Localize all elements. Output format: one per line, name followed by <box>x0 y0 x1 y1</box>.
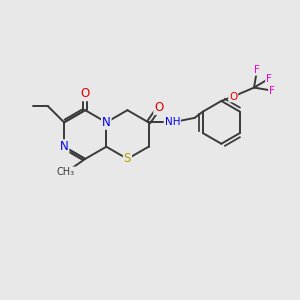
Text: O: O <box>154 101 164 114</box>
Text: F: F <box>254 65 260 75</box>
Text: N: N <box>60 140 68 153</box>
Text: S: S <box>124 152 131 165</box>
Text: NH: NH <box>165 117 180 128</box>
Text: O: O <box>229 92 237 101</box>
Text: F: F <box>269 85 275 96</box>
Text: O: O <box>81 87 90 100</box>
Text: N: N <box>102 116 111 129</box>
Text: CH₃: CH₃ <box>57 167 75 177</box>
Text: F: F <box>266 74 272 84</box>
